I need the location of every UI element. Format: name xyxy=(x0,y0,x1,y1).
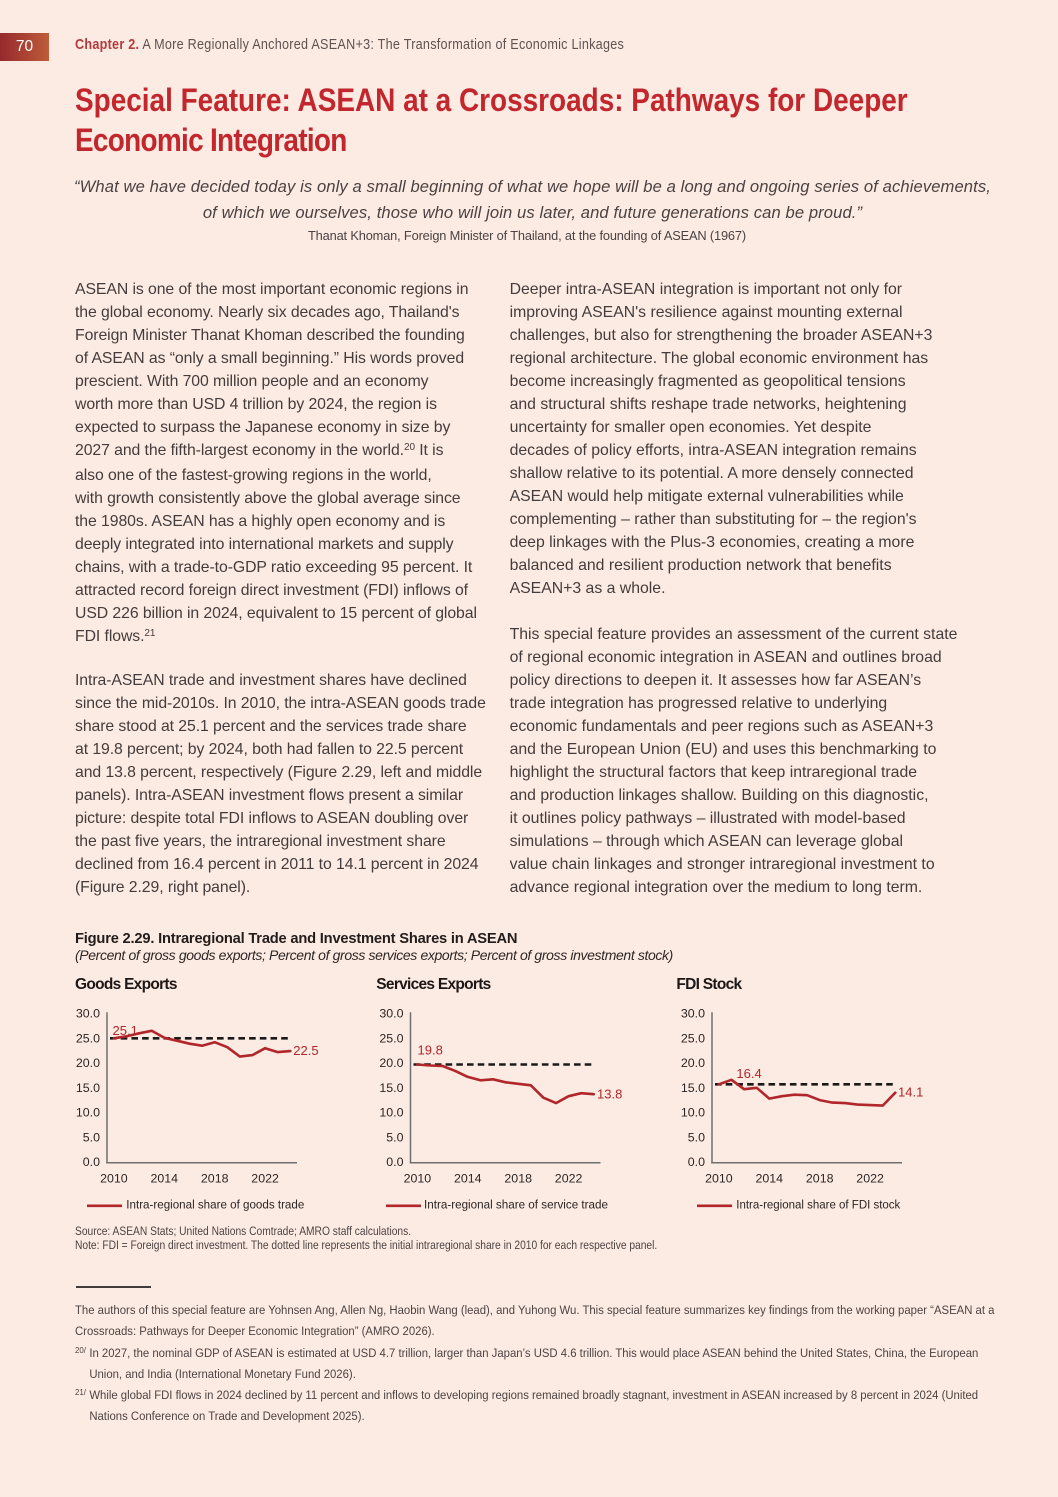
svg-text:25.1: 25.1 xyxy=(113,1023,138,1038)
svg-text:30.0: 30.0 xyxy=(76,1007,100,1021)
svg-text:0.0: 0.0 xyxy=(83,1155,100,1169)
svg-text:15.0: 15.0 xyxy=(76,1081,100,1095)
svg-text:2022: 2022 xyxy=(555,1172,583,1186)
svg-text:5.0: 5.0 xyxy=(83,1131,100,1145)
svg-text:2018: 2018 xyxy=(806,1172,834,1186)
svg-text:Intra-regional share of servic: Intra-regional share of service trade xyxy=(424,1198,608,1212)
svg-text:0.0: 0.0 xyxy=(386,1155,403,1169)
svg-text:16.4: 16.4 xyxy=(736,1066,761,1081)
svg-text:25.0: 25.0 xyxy=(76,1032,100,1046)
svg-text:2014: 2014 xyxy=(454,1172,482,1186)
svg-text:Intra-regional share of FDI st: Intra-regional share of FDI stock xyxy=(736,1198,901,1212)
svg-text:14.1: 14.1 xyxy=(898,1085,923,1100)
svg-text:0.0: 0.0 xyxy=(688,1155,705,1169)
svg-text:15.0: 15.0 xyxy=(379,1081,403,1095)
svg-text:20.0: 20.0 xyxy=(379,1056,403,1070)
svg-text:2022: 2022 xyxy=(251,1172,279,1186)
svg-text:2014: 2014 xyxy=(756,1172,784,1186)
svg-text:5.0: 5.0 xyxy=(688,1131,705,1145)
svg-text:2010: 2010 xyxy=(100,1172,128,1186)
svg-text:2010: 2010 xyxy=(404,1172,432,1186)
svg-text:30.0: 30.0 xyxy=(379,1007,403,1021)
svg-text:2018: 2018 xyxy=(504,1172,532,1186)
svg-text:2014: 2014 xyxy=(151,1172,179,1186)
svg-text:Intra-regional share of goods: Intra-regional share of goods trade xyxy=(126,1198,304,1212)
svg-text:2022: 2022 xyxy=(856,1172,884,1186)
svg-text:2010: 2010 xyxy=(705,1172,733,1186)
svg-text:20.0: 20.0 xyxy=(76,1056,100,1070)
svg-text:22.5: 22.5 xyxy=(293,1043,318,1058)
svg-text:25.0: 25.0 xyxy=(681,1032,705,1046)
svg-text:10.0: 10.0 xyxy=(681,1106,705,1120)
svg-text:2018: 2018 xyxy=(201,1172,229,1186)
svg-text:10.0: 10.0 xyxy=(379,1106,403,1120)
svg-text:25.0: 25.0 xyxy=(379,1032,403,1046)
svg-text:5.0: 5.0 xyxy=(386,1131,403,1145)
svg-text:10.0: 10.0 xyxy=(76,1106,100,1120)
svg-text:19.8: 19.8 xyxy=(418,1043,443,1058)
svg-text:15.0: 15.0 xyxy=(681,1081,705,1095)
svg-text:13.8: 13.8 xyxy=(597,1086,622,1101)
svg-text:20.0: 20.0 xyxy=(681,1056,705,1070)
svg-text:30.0: 30.0 xyxy=(681,1007,705,1021)
